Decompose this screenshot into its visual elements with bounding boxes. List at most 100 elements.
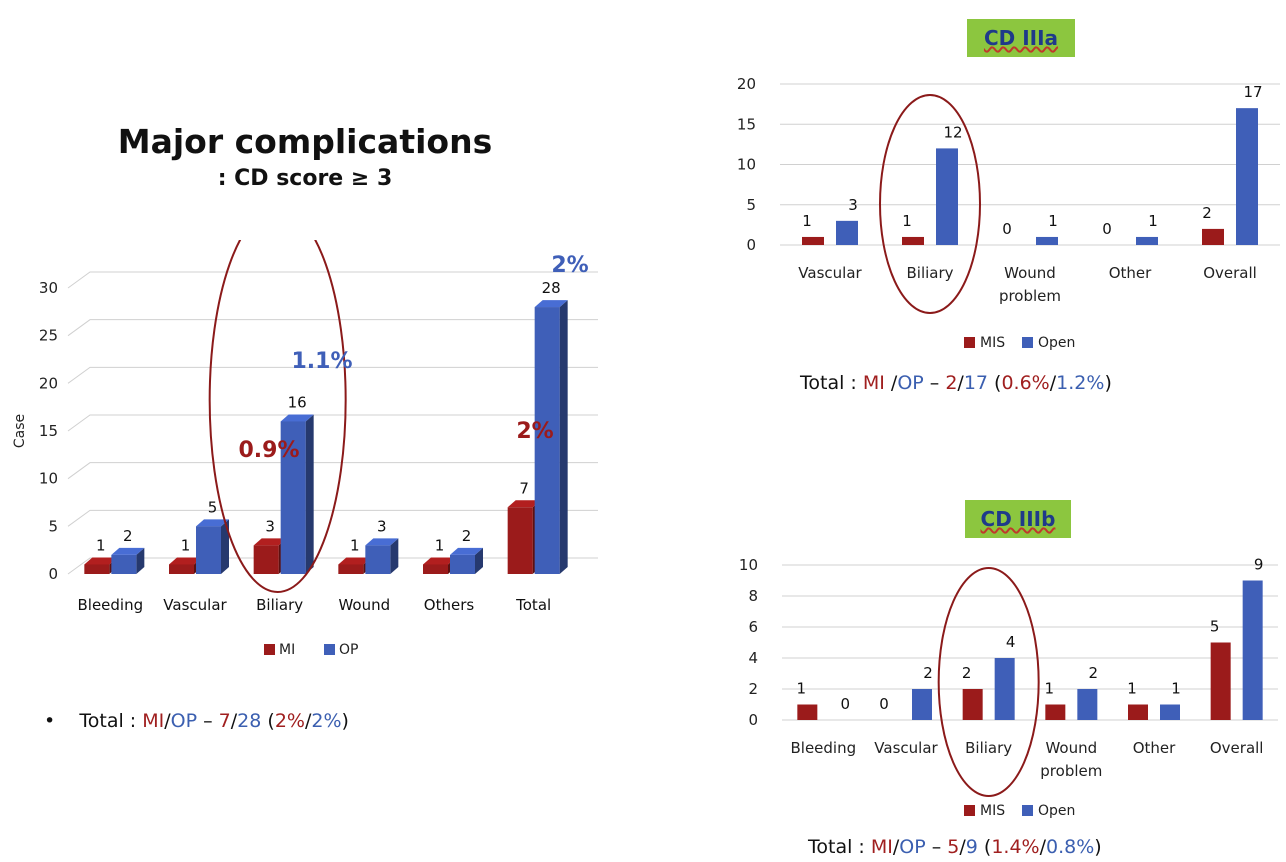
- bar-side-op: [559, 300, 568, 574]
- y-tick-label: 10: [737, 156, 756, 174]
- x-tick-label: Bleeding: [78, 596, 144, 614]
- x-tick-label: Biliary: [906, 264, 953, 282]
- bar-side-op: [221, 519, 229, 574]
- x-tick-label: Vascular: [874, 739, 938, 757]
- data-label: 0: [841, 695, 851, 713]
- chart-title: Major complications: [117, 122, 493, 161]
- percent-annotation: 0.9%: [238, 438, 299, 463]
- x-tick-label: problem: [1040, 762, 1102, 780]
- total-op-percent: 0.8%: [1046, 836, 1095, 858]
- y-tick-label: 0: [746, 236, 756, 254]
- bar-open: [1136, 236, 1158, 245]
- gridline: [67, 462, 598, 480]
- cd-iiib-label: CD IIIb: [980, 507, 1056, 531]
- bar-op: [450, 554, 475, 574]
- y-tick-label: 5: [48, 517, 58, 535]
- y-tick-label: 4: [748, 649, 758, 667]
- major-complications-chart: Case05101520253012Bleeding15Vascular316B…: [12, 240, 598, 658]
- total-mi-percent: 2%: [274, 710, 305, 732]
- bar-op: [365, 545, 391, 574]
- bar-mi: [169, 564, 194, 574]
- bar-open: [1160, 704, 1180, 720]
- x-tick-label: Overall: [1203, 264, 1257, 282]
- cd-iiib-total-line: Total : MI/OP – 5/9 (1.4%/0.8%): [808, 836, 1102, 858]
- x-tick-label: Wound: [1004, 264, 1056, 282]
- total-paren: ): [341, 710, 349, 732]
- gridline: [67, 414, 598, 432]
- legend-label-mi: MI: [279, 642, 295, 658]
- bullet: •: [44, 710, 56, 732]
- bar-open: [936, 148, 958, 245]
- data-label: 2: [462, 527, 472, 545]
- x-tick-label: Biliary: [965, 739, 1012, 757]
- left-total-line: • Total : MI/OP – 7/28 (2%/2%): [44, 710, 349, 732]
- bar-open: [1236, 108, 1258, 246]
- highlight-ellipse: [208, 240, 347, 593]
- bar-mis: [1202, 228, 1224, 245]
- bar-side-op: [390, 538, 399, 574]
- total-paren: (: [988, 372, 1002, 394]
- data-label: 2: [1089, 664, 1099, 682]
- data-label: 1: [435, 536, 445, 554]
- highlight-ellipse: [937, 567, 1040, 797]
- total-op-count: 17: [963, 372, 989, 394]
- data-label: 9: [1254, 556, 1264, 574]
- legend-swatch-mis: [964, 805, 975, 816]
- legend-label-op: OP: [339, 642, 358, 658]
- bar-open: [1036, 236, 1058, 245]
- highlight-ellipse: [879, 94, 981, 314]
- total-mi-label: MI: [862, 372, 885, 394]
- y-tick-label: 15: [737, 115, 756, 133]
- total-op-label: OP: [170, 710, 198, 732]
- total-sep: /: [164, 710, 171, 732]
- bar-top-mi: [423, 557, 456, 565]
- total-paren: (: [977, 836, 992, 858]
- bar-mi: [253, 545, 279, 574]
- x-tick-label: Other: [1133, 739, 1176, 757]
- total-dash: –: [923, 372, 946, 394]
- bar-op: [280, 421, 306, 574]
- percent-annotation: 1.1%: [291, 349, 352, 374]
- y-tick-label: 10: [739, 556, 758, 574]
- data-label: 1: [350, 536, 360, 554]
- bar-top-mi: [507, 500, 541, 508]
- total-prefix: Total :: [808, 836, 871, 858]
- data-label: 4: [1006, 633, 1016, 651]
- legend-label-mis: MIS: [980, 803, 1005, 819]
- data-label: 1: [1148, 212, 1158, 230]
- y-tick-label: 15: [39, 422, 58, 440]
- y-tick-label: 6: [748, 618, 758, 636]
- total-op-label: OP: [897, 372, 924, 394]
- gridline: [67, 366, 598, 384]
- data-label: 2: [923, 664, 933, 682]
- total-op-percent: 1.2%: [1056, 372, 1105, 394]
- bar-top-op: [111, 547, 145, 555]
- x-tick-label: Vascular: [798, 264, 862, 282]
- y-tick-label: 25: [39, 327, 58, 345]
- x-tick-label: Biliary: [256, 596, 303, 614]
- bar-open: [912, 689, 932, 720]
- x-tick-label: Others: [424, 596, 475, 614]
- bar-top-op: [365, 538, 399, 546]
- total-op-count: 28: [237, 710, 262, 732]
- data-label: 17: [1243, 83, 1262, 101]
- total-op-count: 9: [965, 836, 978, 858]
- legend-swatch-mi: [264, 644, 275, 655]
- legend-swatch-op: [324, 644, 335, 655]
- y-tick-label: 30: [39, 279, 58, 297]
- bar-op: [534, 307, 560, 574]
- data-label: 3: [265, 517, 275, 535]
- gridline: [67, 509, 598, 527]
- y-tick-label: 0: [748, 711, 758, 729]
- data-label: 3: [848, 196, 858, 214]
- bar-mis: [802, 236, 824, 245]
- total-dash: –: [925, 836, 948, 858]
- x-tick-label: Wound: [1045, 739, 1097, 757]
- total-paren: (: [261, 710, 275, 732]
- data-label: 0: [1102, 220, 1112, 238]
- total-op-label: OP: [899, 836, 926, 858]
- bar-side-op: [136, 547, 145, 574]
- legend-label-open: Open: [1038, 803, 1075, 819]
- bar-top-op: [196, 519, 229, 527]
- legend-swatch-open: [1022, 805, 1033, 816]
